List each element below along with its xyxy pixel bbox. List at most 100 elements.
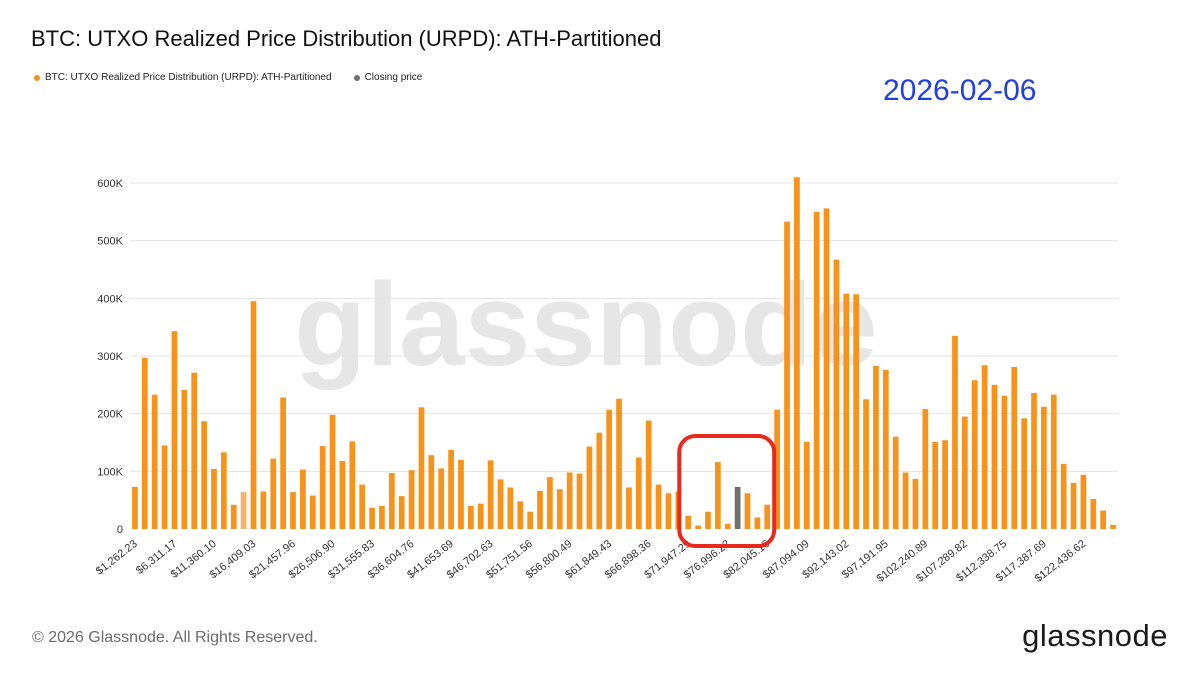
- urpd-bar[interactable]: [300, 469, 306, 529]
- urpd-bar[interactable]: [1070, 482, 1077, 529]
- urpd-bar[interactable]: [991, 384, 998, 529]
- urpd-bar[interactable]: [1060, 463, 1067, 529]
- urpd-bar[interactable]: [744, 493, 751, 529]
- urpd-bar[interactable]: [853, 294, 860, 529]
- urpd-bar[interactable]: [685, 515, 692, 529]
- urpd-bar[interactable]: [517, 501, 524, 529]
- urpd-bar[interactable]: [458, 459, 464, 529]
- urpd-bar[interactable]: [270, 458, 277, 529]
- urpd-bar[interactable]: [1031, 392, 1037, 529]
- urpd-bar[interactable]: [1021, 418, 1027, 529]
- urpd-bar[interactable]: [438, 468, 445, 529]
- urpd-bar[interactable]: [379, 505, 385, 529]
- urpd-bar[interactable]: [902, 472, 909, 529]
- urpd-bar[interactable]: [626, 487, 632, 529]
- urpd-bar[interactable]: [754, 517, 761, 529]
- urpd-bar[interactable]: [161, 445, 168, 529]
- urpd-bar[interactable]: [250, 301, 257, 529]
- urpd-bar[interactable]: [1011, 366, 1018, 529]
- urpd-bar[interactable]: [220, 452, 227, 529]
- urpd-bar[interactable]: [981, 365, 988, 529]
- urpd-bar[interactable]: [467, 505, 474, 529]
- urpd-bar[interactable]: [556, 489, 563, 529]
- urpd-bar[interactable]: [527, 511, 533, 529]
- urpd-bar[interactable]: [1001, 395, 1008, 529]
- urpd-bar[interactable]: [764, 504, 771, 529]
- urpd-bar[interactable]: [922, 409, 929, 529]
- urpd-bar[interactable]: [833, 259, 840, 529]
- urpd-bar[interactable]: [151, 394, 158, 529]
- urpd-bar[interactable]: [260, 491, 267, 529]
- legend-item-urpd[interactable]: BTC: UTXO Realized Price Distribution (U…: [34, 72, 332, 83]
- urpd-bar[interactable]: [823, 208, 830, 529]
- urpd-bar[interactable]: [132, 486, 138, 529]
- urpd-bar[interactable]: [932, 441, 939, 529]
- urpd-bar[interactable]: [665, 493, 672, 529]
- urpd-bar[interactable]: [537, 490, 543, 529]
- urpd-bar[interactable]: [942, 440, 948, 529]
- urpd-bar[interactable]: [813, 211, 820, 529]
- urpd-bar[interactable]: [714, 462, 721, 529]
- urpd-bar[interactable]: [428, 455, 435, 529]
- urpd-bar[interactable]: [882, 369, 889, 529]
- urpd-bar[interactable]: [576, 473, 583, 529]
- urpd-bar[interactable]: [616, 398, 622, 529]
- urpd-bar[interactable]: [211, 469, 217, 529]
- urpd-bar[interactable]: [339, 460, 346, 529]
- urpd-bar[interactable]: [774, 409, 780, 529]
- urpd-bar[interactable]: [794, 177, 800, 530]
- urpd-bar[interactable]: [635, 457, 642, 529]
- urpd-bar[interactable]: [586, 446, 593, 529]
- urpd-bar[interactable]: [369, 507, 375, 529]
- closing-price-bar[interactable]: [734, 486, 741, 529]
- urpd-bar[interactable]: [892, 436, 899, 529]
- urpd-bar[interactable]: [1050, 394, 1057, 529]
- urpd-bar[interactable]: [843, 293, 850, 529]
- urpd-bar[interactable]: [408, 470, 415, 529]
- urpd-bar[interactable]: [418, 407, 425, 529]
- urpd-bar[interactable]: [863, 399, 869, 529]
- legend-item-closing-price[interactable]: Closing price: [353, 72, 422, 83]
- urpd-bar[interactable]: [961, 416, 968, 529]
- urpd-bar[interactable]: [191, 372, 198, 529]
- urpd-bar[interactable]: [971, 380, 978, 529]
- urpd-bar[interactable]: [1110, 524, 1116, 529]
- urpd-bar[interactable]: [448, 450, 454, 529]
- urpd-bar[interactable]: [1100, 510, 1107, 529]
- urpd-bar[interactable]: [309, 495, 316, 529]
- urpd-bar[interactable]: [566, 472, 573, 529]
- urpd-bar[interactable]: [705, 511, 711, 529]
- urpd-bar[interactable]: [724, 523, 731, 529]
- urpd-bar[interactable]: [784, 221, 790, 529]
- urpd-bar[interactable]: [497, 479, 504, 529]
- urpd-bar[interactable]: [171, 331, 178, 529]
- urpd-bar[interactable]: [952, 335, 958, 529]
- urpd-bar[interactable]: [655, 484, 662, 529]
- urpd-bar[interactable]: [606, 409, 613, 529]
- urpd-bar[interactable]: [1090, 499, 1097, 529]
- urpd-bar[interactable]: [547, 477, 553, 529]
- urpd-bar[interactable]: [487, 460, 494, 529]
- urpd-bar[interactable]: [141, 357, 148, 529]
- urpd-bar[interactable]: [477, 503, 484, 529]
- urpd-bar[interactable]: [596, 432, 603, 529]
- urpd-bar[interactable]: [803, 441, 810, 529]
- urpd-bar[interactable]: [695, 525, 701, 529]
- urpd-bar[interactable]: [349, 441, 356, 529]
- urpd-bar[interactable]: [280, 397, 286, 529]
- urpd-bar[interactable]: [230, 504, 237, 529]
- urpd-bar[interactable]: [319, 445, 326, 529]
- urpd-bar[interactable]: [1080, 474, 1087, 529]
- urpd-bar[interactable]: [912, 478, 919, 529]
- urpd-bar[interactable]: [873, 365, 879, 529]
- urpd-bar[interactable]: [359, 484, 366, 529]
- urpd-bar[interactable]: [181, 390, 188, 529]
- urpd-bar[interactable]: [645, 420, 652, 529]
- urpd-bar[interactable]: [240, 492, 247, 529]
- urpd-bar[interactable]: [290, 492, 296, 529]
- urpd-bar[interactable]: [329, 414, 336, 529]
- urpd-bar[interactable]: [398, 496, 405, 529]
- urpd-bar[interactable]: [1041, 406, 1047, 529]
- urpd-bar[interactable]: [201, 421, 207, 529]
- urpd-bar[interactable]: [507, 487, 514, 529]
